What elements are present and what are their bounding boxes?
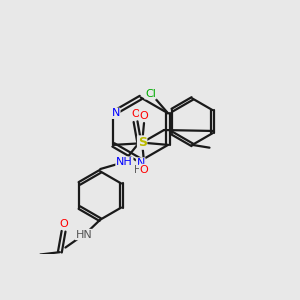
Text: O: O [140,164,148,175]
Text: O: O [131,109,140,119]
Text: HN: HN [76,230,92,239]
Text: H: H [134,165,141,176]
Text: NH: NH [116,157,133,167]
Text: Cl: Cl [145,89,156,99]
Text: O: O [59,219,68,229]
Text: O: O [140,111,148,121]
Text: N: N [112,108,120,118]
Text: S: S [138,136,147,149]
Text: N: N [136,158,145,168]
